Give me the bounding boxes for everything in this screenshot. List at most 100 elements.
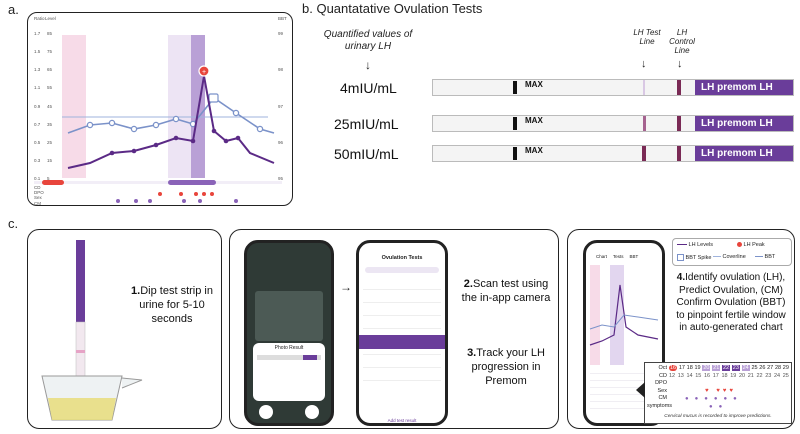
tests-list[interactable] (363, 281, 441, 381)
chart-legend: LH Levels LH Peak BBT Spike Coverline BB… (672, 238, 792, 266)
mini-chart (589, 284, 659, 346)
strip-black-mark (513, 147, 517, 160)
max-label: MAX (525, 80, 543, 89)
day-cell[interactable]: 28 (774, 365, 782, 371)
urine-fill (48, 398, 116, 420)
cm-icons: ●●●●●● (685, 396, 743, 402)
tab-bbt[interactable]: BBT (629, 254, 639, 259)
step4-text-block: 4.Identify ovulation (LH), Predict Ovula… (672, 272, 790, 335)
table-row-labels: Oct CD DPO Sex CM symptoms (647, 365, 672, 410)
cd-cell: 12 (669, 373, 676, 379)
legend-lh-peak: LH Peak (737, 242, 765, 248)
day-cell[interactable]: 20 (702, 365, 711, 371)
cd-cell: 16 (704, 373, 711, 379)
cm-icon (234, 199, 238, 203)
tab-chart[interactable]: Chart (596, 254, 608, 259)
day-cell[interactable]: 21 (712, 365, 721, 371)
level-tick: 85 (47, 31, 53, 36)
legend-bbt: BBT (755, 254, 775, 260)
bbt-tick: 96 (278, 139, 284, 145)
day-cell[interactable]: 25 (751, 365, 758, 371)
day-cell[interactable]: 17 (678, 365, 685, 371)
oct-day-row: 16 17 18 19 20 21 22 23 24 25 26 27 28 2… (669, 365, 789, 371)
row-label-dpo: DPO (655, 380, 667, 386)
cd-cell: 19 (730, 373, 737, 379)
lh-point (235, 135, 241, 141)
back-button[interactable] (259, 405, 273, 419)
symptom-icons: ●● (709, 404, 729, 410)
chart-phone-tabs: Chart Tests BBT (596, 254, 638, 259)
bbt-point (130, 125, 138, 133)
bbt-point (256, 125, 264, 133)
strip-black-mark (513, 117, 517, 130)
step4-number: 4. (676, 272, 686, 283)
tests-tabbar[interactable] (365, 267, 439, 273)
test-strip-4: MAX LH premom LH (432, 79, 794, 96)
mini-lh-line (589, 284, 659, 346)
lh-point (173, 135, 179, 141)
ratio-tick: 0.9 (34, 103, 41, 109)
confirm-button[interactable] (305, 405, 319, 419)
day-cell[interactable]: 19 (694, 365, 701, 371)
lh-value-4: 4mIU/mL (340, 80, 397, 96)
sex-heart-icon (194, 192, 198, 196)
ratio-axis-title: Ratio (34, 16, 45, 21)
ovulation-tests-title: Ovulation Tests (381, 255, 423, 261)
day-cell[interactable]: 26 (759, 365, 766, 371)
ratio-tick: 1.3 (34, 67, 41, 73)
bbt-point (232, 109, 240, 117)
bbt-tick: 99 (278, 31, 284, 36)
ovulation-tests-phone: Ovulation Tests Add test result (356, 240, 448, 426)
cd-cell: 17 (712, 373, 719, 379)
cd-cell: 18 (721, 373, 728, 379)
day-cell[interactable]: 24 (741, 365, 750, 371)
period-day-pill (42, 180, 64, 185)
step4-card: Chart Tests BBT LH Levels LH Peak BBT Sp… (567, 229, 795, 429)
day-row-band (34, 181, 282, 184)
level-tick: 65 (47, 67, 53, 73)
zoom-pointer-icon (636, 382, 645, 398)
panel-a-label: a. (8, 2, 19, 17)
day-cell[interactable]: 16 (669, 365, 678, 371)
cd-cell: 24 (774, 373, 781, 379)
legend-bbt-spike-label: BBT Spike (685, 254, 712, 261)
ratio-tick: 0.5 (34, 139, 41, 145)
row-label-oct: Oct (658, 365, 667, 371)
level-tick: 45 (47, 103, 53, 109)
fertile-day-pill (168, 180, 216, 185)
step2-text-block: 2.Scan test using the in-app camera (456, 278, 556, 306)
cd-cell: 20 (739, 373, 746, 379)
ratio-ticks: 1.7 1.5 1.3 1.1 0.9 0.7 0.5 0.3 0.1 (34, 31, 44, 181)
day-cell[interactable]: 29 (782, 365, 789, 371)
step2-3-card: Photo Result → Ovulation Tests Add test … (229, 229, 559, 429)
highlighted-test-row[interactable] (359, 335, 445, 349)
bbt-tick: 98 (278, 67, 284, 73)
ratio-tick: 0.3 (34, 157, 41, 163)
sex-heart-icon (179, 192, 183, 196)
lh-point (109, 150, 115, 156)
cm-icon (116, 199, 120, 203)
level-tick: 35 (47, 121, 53, 127)
step3-text-block: 3.Track your LH progression in Premom (456, 347, 556, 388)
control-line (677, 116, 681, 131)
day-cell[interactable]: 27 (767, 365, 774, 371)
step3-text: Track your LH progression in Premom (471, 347, 545, 387)
lh-peak-plus-icon: + (202, 69, 206, 76)
cd-cell: 25 (782, 373, 789, 379)
period-band (590, 265, 600, 365)
tab-tests[interactable]: Tests (613, 254, 624, 259)
day-cell[interactable]: 22 (721, 365, 731, 371)
bbt-tick: 97 (278, 103, 284, 109)
cm-icon (182, 199, 186, 203)
day-cell[interactable]: 23 (731, 365, 740, 371)
lh-caption: Quantified values of urinary LH (323, 29, 413, 52)
step1-text-block: 1.Dip test strip in urine for 5-10 secon… (128, 285, 216, 326)
add-test-result-link[interactable]: Add test result (387, 418, 417, 423)
day-cell[interactable]: 18 (686, 365, 693, 371)
strip-brand: LH premom LH (695, 116, 793, 131)
bbt-tick: 95 (278, 176, 284, 181)
legend-bbt-spike: BBT Spike (677, 254, 711, 261)
step1-card: 1.Dip test strip in urine for 5-10 secon… (27, 229, 222, 429)
panel-c-label: c. (8, 216, 19, 231)
lh-bbt-chart: + (34, 35, 282, 203)
